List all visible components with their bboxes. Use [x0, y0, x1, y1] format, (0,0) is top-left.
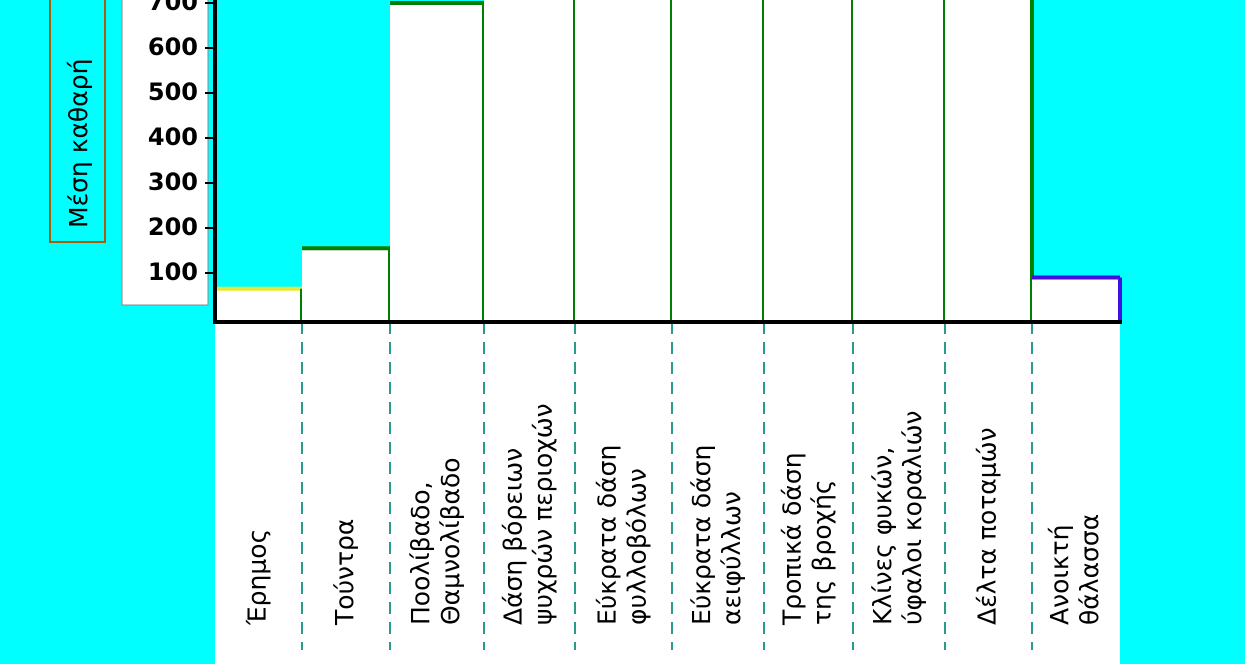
x-tick-label: Έρημος	[243, 529, 272, 626]
label-area	[215, 322, 1120, 664]
bar	[945, 0, 1032, 322]
x-tick-label: Δέλτα ποταμών	[973, 427, 1002, 625]
y-tick-label: 200	[148, 213, 198, 241]
y-axis-label: Μέση καθαρή	[64, 59, 93, 228]
y-tick-label: 500	[148, 78, 198, 106]
bar	[302, 248, 390, 322]
y-tick-label: 300	[148, 168, 198, 196]
bar	[484, 0, 575, 322]
x-tick-label: φυλλοβόλων	[623, 468, 652, 625]
bar	[672, 0, 764, 322]
x-tick-label: αειφύλλων	[717, 491, 746, 625]
y-tick-label: 700	[148, 0, 198, 16]
y-label-box	[49, 0, 106, 243]
x-tick-label: της βροχής	[808, 479, 837, 625]
tick-box	[121, 0, 209, 306]
x-tick-label: Τροπικά δάση	[778, 452, 807, 626]
x-tick-label: Ανοικτή	[1045, 525, 1074, 625]
x-tick-label: ύφαλοι κοραλιών	[898, 411, 927, 625]
bar	[1032, 277, 1120, 322]
y-tick-label: 100	[148, 258, 198, 286]
bar	[853, 0, 945, 322]
bar	[390, 3, 484, 322]
y-tick-label: 400	[148, 123, 198, 151]
bar	[215, 288, 302, 322]
y-tick-label: 600	[148, 33, 198, 61]
x-tick-label: Κλίνες φυκών,	[868, 447, 897, 625]
bar	[764, 0, 853, 322]
x-tick-label: θάλασσα	[1075, 514, 1104, 625]
x-tick-label: ψυχρών περιοχών	[529, 403, 558, 625]
x-tick-label: Εύκρατα δάση	[687, 445, 716, 625]
x-tick-label: Δάση βόρειων	[499, 448, 528, 625]
x-tick-label: Ποολίβαδο,	[406, 481, 435, 625]
x-tick-label: Εύκρατα δάση	[593, 445, 622, 625]
x-tick-label: Θαμνολίβαδο	[436, 457, 465, 625]
x-tick-label: Τούντρα	[330, 519, 359, 626]
bar	[575, 0, 672, 322]
